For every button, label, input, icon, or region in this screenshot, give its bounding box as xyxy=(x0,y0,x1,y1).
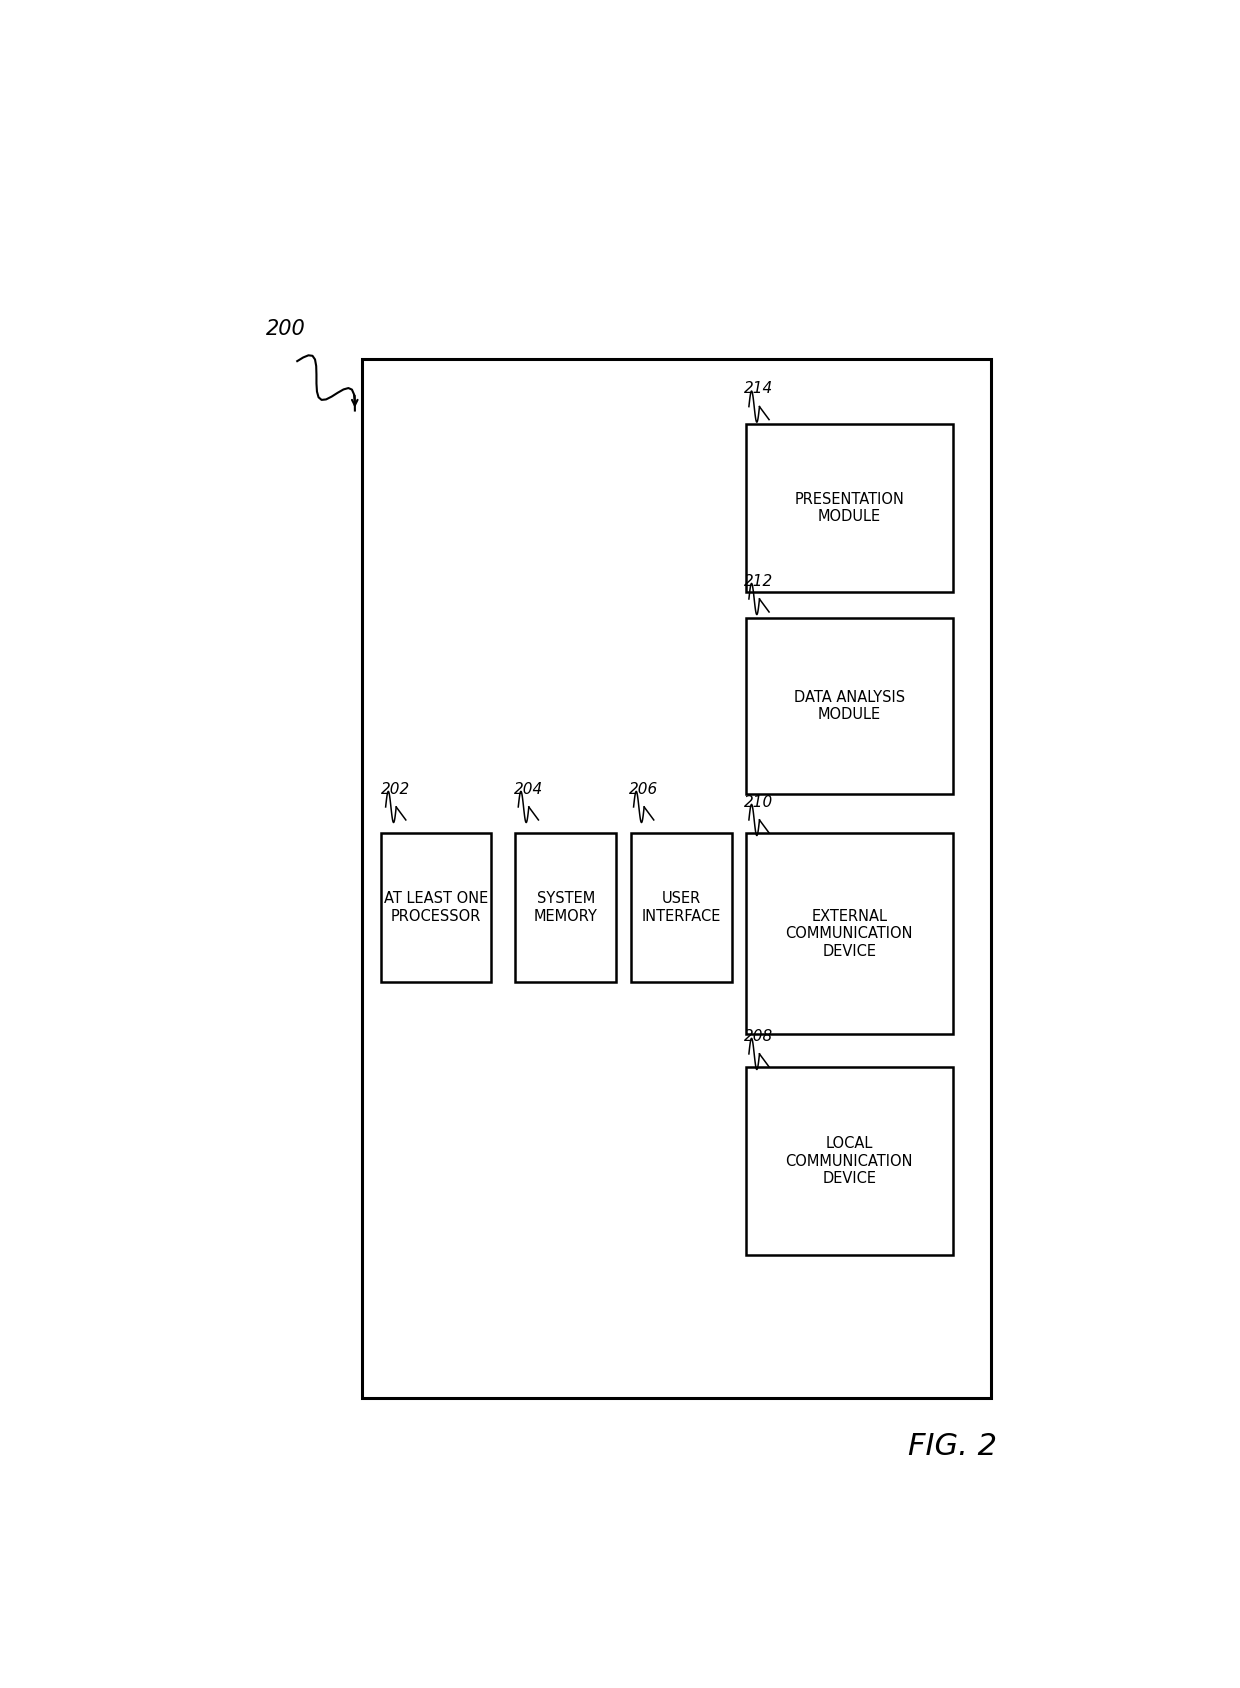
Text: LOCAL
COMMUNICATION
DEVICE: LOCAL COMMUNICATION DEVICE xyxy=(786,1136,913,1187)
Text: SYSTEM
MEMORY: SYSTEM MEMORY xyxy=(534,891,598,923)
Text: 214: 214 xyxy=(744,381,774,397)
Text: AT LEAST ONE
PROCESSOR: AT LEAST ONE PROCESSOR xyxy=(384,891,489,923)
Text: 210: 210 xyxy=(744,795,774,810)
Bar xyxy=(746,618,952,793)
Bar xyxy=(381,832,491,982)
Bar xyxy=(362,358,991,1398)
Text: 200: 200 xyxy=(265,319,305,339)
Text: 204: 204 xyxy=(513,782,543,797)
Text: PRESENTATION
MODULE: PRESENTATION MODULE xyxy=(795,491,904,525)
Text: USER
INTERFACE: USER INTERFACE xyxy=(641,891,720,923)
Text: DATA ANALYSIS
MODULE: DATA ANALYSIS MODULE xyxy=(794,690,905,722)
Bar xyxy=(746,832,952,1035)
Text: EXTERNAL
COMMUNICATION
DEVICE: EXTERNAL COMMUNICATION DEVICE xyxy=(786,908,913,959)
Text: 206: 206 xyxy=(629,782,658,797)
Bar xyxy=(746,1067,952,1256)
Bar xyxy=(746,424,952,592)
Text: 212: 212 xyxy=(744,574,774,589)
Text: FIG. 2: FIG. 2 xyxy=(908,1431,997,1460)
Bar xyxy=(631,832,732,982)
Text: 208: 208 xyxy=(744,1028,774,1043)
Bar xyxy=(516,832,616,982)
Text: 202: 202 xyxy=(381,782,410,797)
